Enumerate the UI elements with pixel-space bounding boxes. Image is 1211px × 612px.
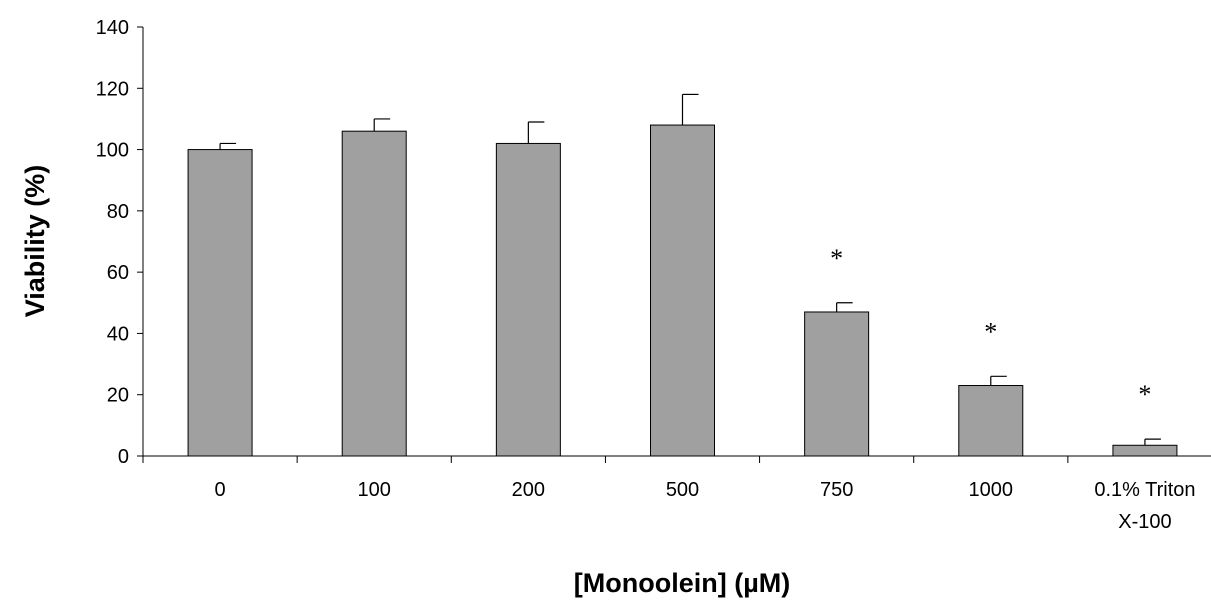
y-tick-label: 120 bbox=[96, 78, 129, 100]
significance-markers: * * * bbox=[830, 244, 1151, 409]
error-bars bbox=[219, 93, 1161, 446]
bar bbox=[1112, 444, 1178, 457]
y-axis-title: Viability (%) bbox=[20, 165, 50, 318]
y-tick-label: 40 bbox=[107, 323, 129, 345]
x-axis-title: [Monoolein] (µM) bbox=[574, 568, 791, 598]
bar bbox=[341, 130, 407, 457]
y-tick-label: 80 bbox=[107, 201, 129, 223]
bar bbox=[958, 385, 1024, 457]
y-tick-label: 0 bbox=[118, 446, 129, 468]
y-tick-label: 20 bbox=[107, 385, 129, 407]
x-tick-label: 100 bbox=[358, 479, 391, 501]
bars bbox=[187, 124, 1178, 457]
x-tick-label: 750 bbox=[820, 479, 853, 501]
x-tick-label: X-100 bbox=[1118, 511, 1171, 533]
y-tick-label: 100 bbox=[96, 140, 129, 162]
x-tick-label: 0.1% Triton bbox=[1094, 479, 1195, 501]
y-tick-label: 140 bbox=[96, 17, 129, 39]
bar bbox=[187, 149, 253, 457]
bar bbox=[804, 311, 870, 457]
bar bbox=[650, 124, 715, 457]
significance-star: * bbox=[984, 317, 997, 346]
y-tick-label: 60 bbox=[107, 262, 129, 284]
x-tick-label: 200 bbox=[512, 479, 545, 501]
significance-star: * bbox=[1138, 380, 1151, 409]
x-tick-label: 1000 bbox=[969, 479, 1014, 501]
x-axis: 0 100 200 500 750 1000 0.1% Triton X-100 bbox=[142, 455, 1211, 533]
y-axis: 0 20 40 60 80 100 120 140 bbox=[96, 17, 144, 468]
significance-star: * bbox=[830, 244, 843, 273]
x-tick-label: 0 bbox=[215, 479, 226, 501]
bar bbox=[495, 142, 561, 457]
x-tick-label: 500 bbox=[666, 479, 699, 501]
